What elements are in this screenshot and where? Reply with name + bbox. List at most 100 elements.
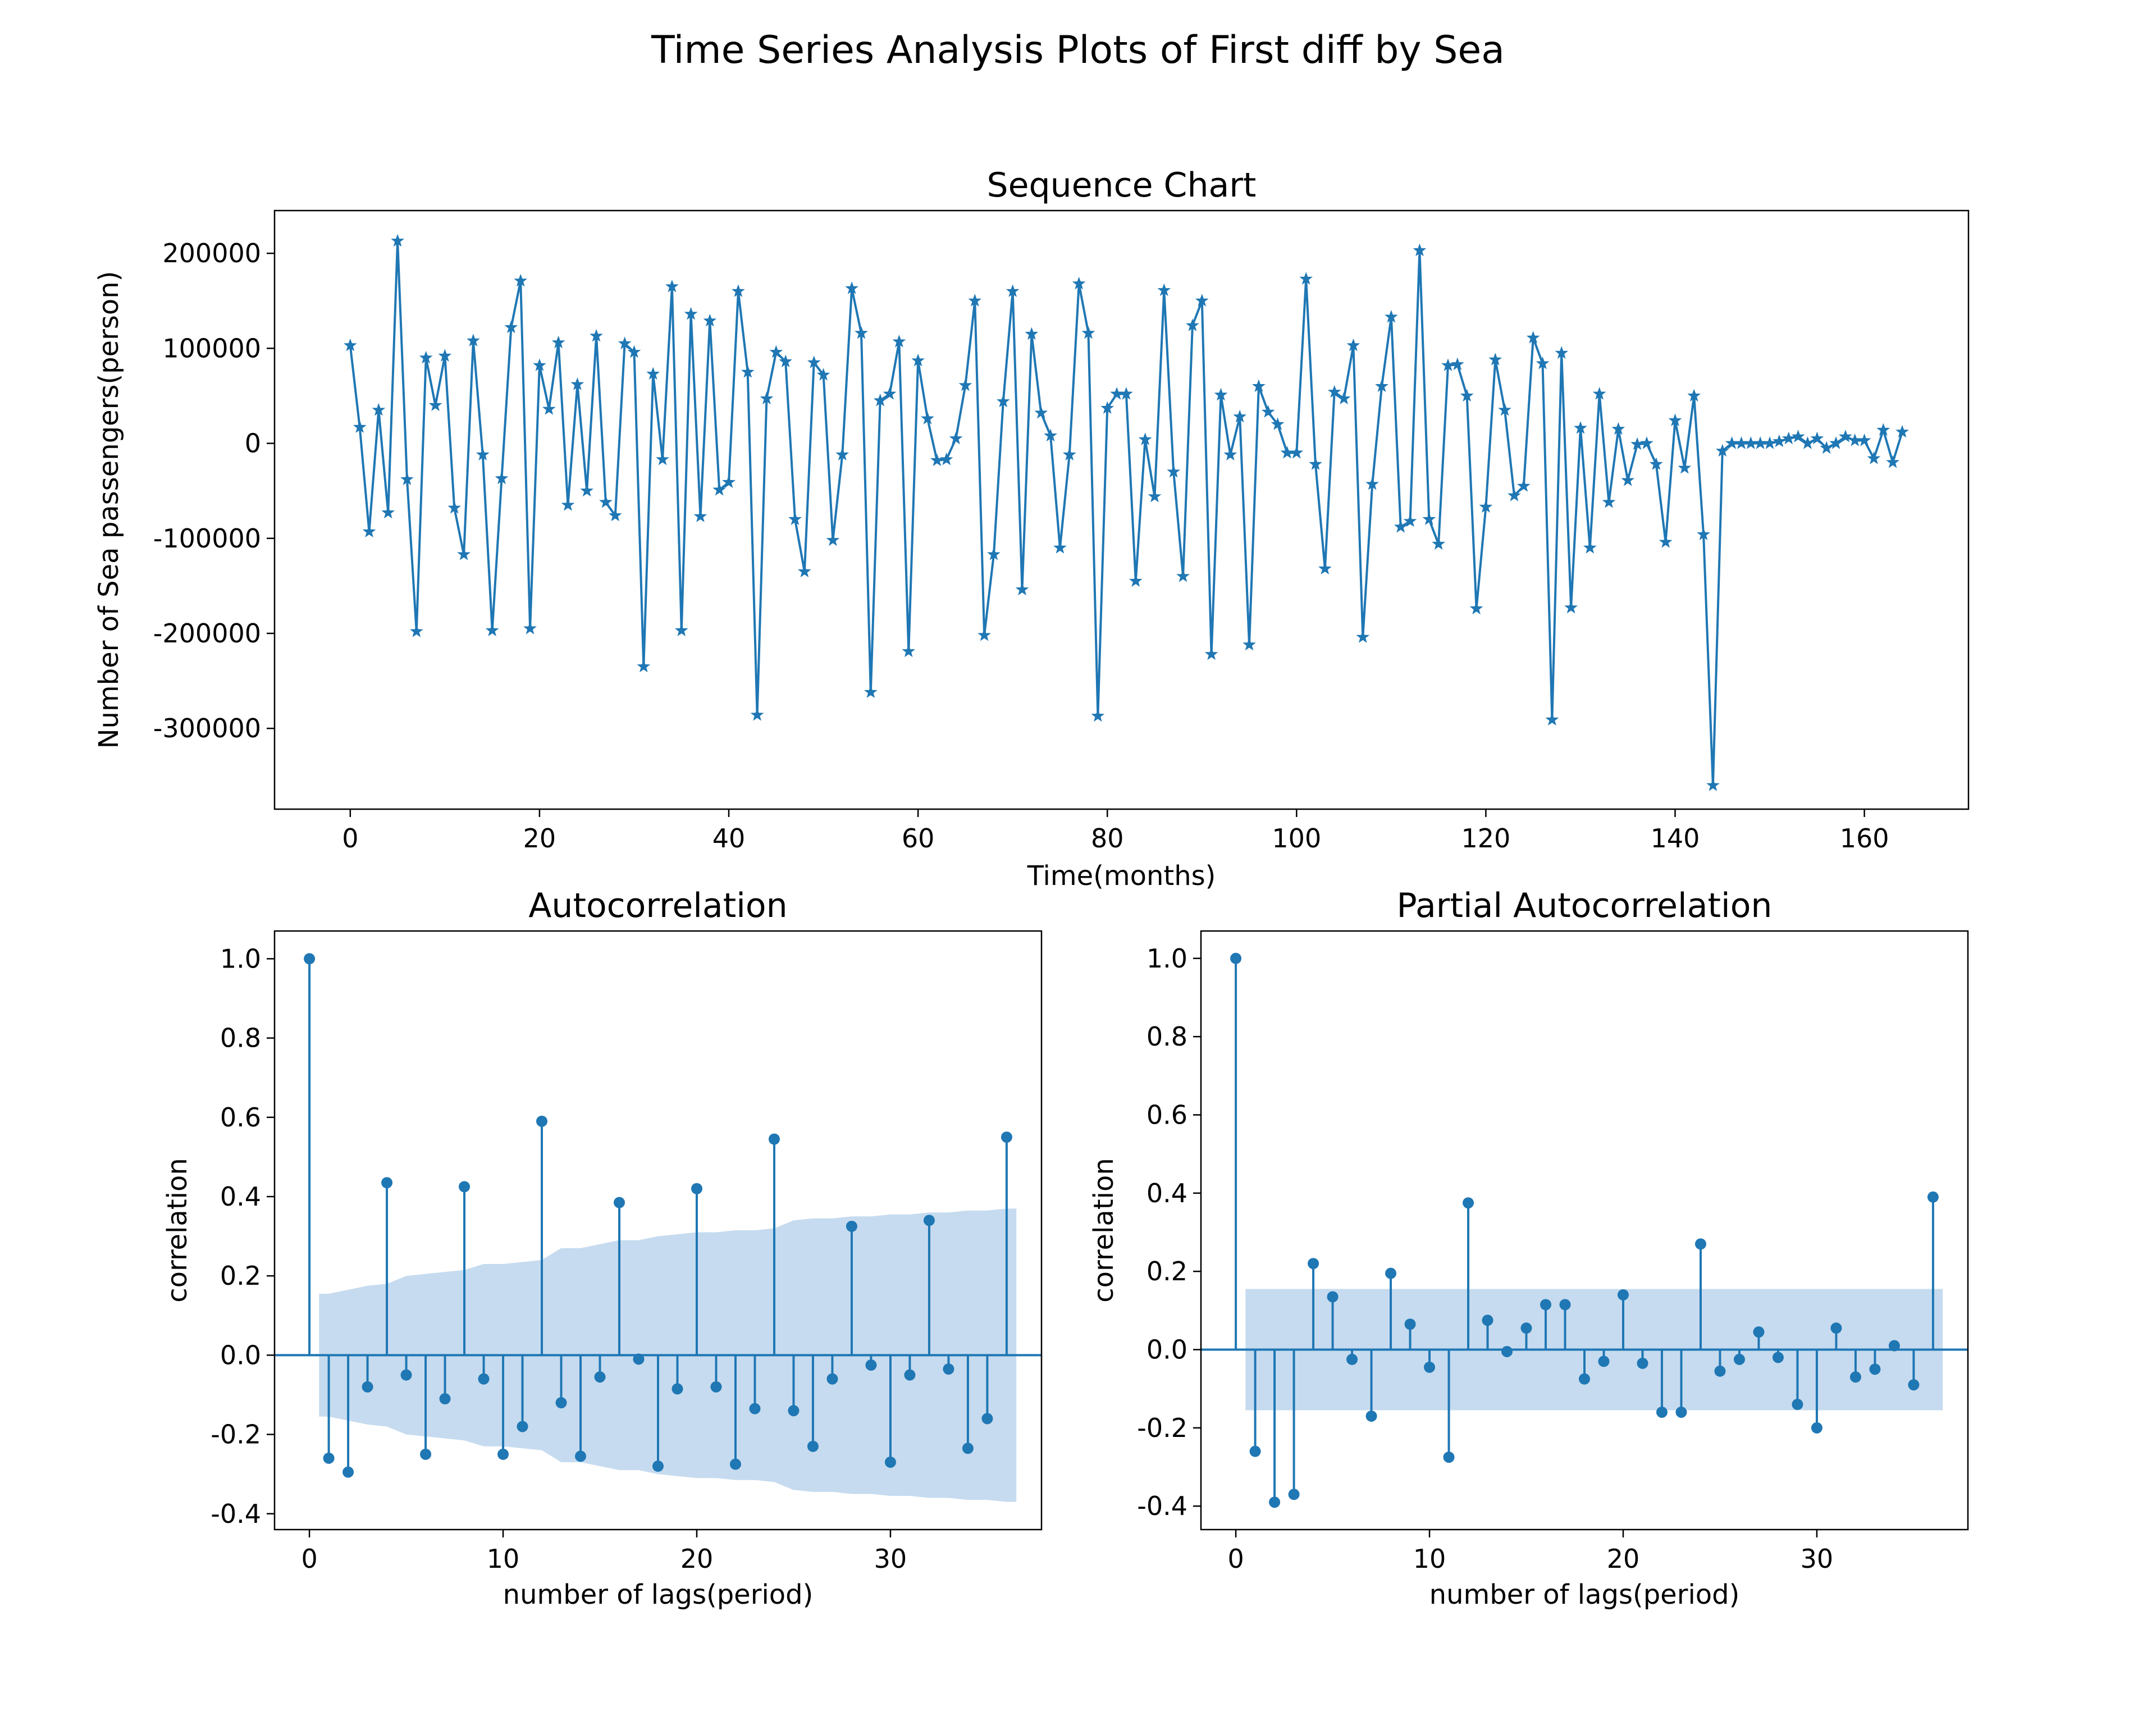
sequence-point-marker <box>1517 479 1531 492</box>
sequence-point-marker <box>911 353 925 367</box>
pacf-stem-marker <box>1540 1299 1552 1311</box>
sequence-chart-frame <box>273 209 1970 810</box>
acf-stem-marker <box>943 1363 954 1375</box>
sequence-chart-series-layer <box>349 240 1903 787</box>
acf-stem-marker <box>536 1115 548 1127</box>
sequence-point-marker <box>731 284 745 297</box>
sequence-point-marker <box>1025 327 1039 340</box>
sequence-point-marker <box>855 326 868 339</box>
sequence-point-marker <box>712 483 726 496</box>
sequence-point-marker <box>873 393 887 407</box>
pacf-stem-marker <box>1694 1238 1706 1250</box>
acf-stem-marker <box>826 1373 838 1385</box>
sequence-point-marker <box>1450 357 1464 371</box>
acf-stem-marker <box>555 1397 567 1409</box>
pacf-stem-marker <box>1365 1410 1377 1422</box>
partial-autocorrelation-y-ticks: 1.0 0.8 0.6 0.4 0.2 0.0 -0.2 -0.4 <box>1137 943 1201 1521</box>
sequence-point-marker <box>1498 403 1512 416</box>
sequence-point-marker <box>1829 436 1843 449</box>
sequence-point-marker <box>618 336 632 349</box>
acf-y-tick-label: 0.2 <box>220 1261 261 1291</box>
acf-stem-marker <box>691 1183 702 1194</box>
sequence-point-marker <box>1290 446 1304 459</box>
sequence-point-marker <box>391 234 405 247</box>
acf-stem-marker <box>381 1177 393 1189</box>
sequence-point-marker <box>457 547 471 560</box>
sequence-point-marker <box>1120 387 1133 400</box>
sequence-chart-marker-layer <box>344 234 1909 791</box>
partial-autocorrelation-x-label: number of lags(period) <box>1429 1579 1740 1610</box>
sequence-point-marker <box>533 358 546 371</box>
sequence-point-marker <box>1706 778 1720 791</box>
acf-stem-marker <box>478 1373 490 1385</box>
acf-stem-marker <box>323 1452 335 1464</box>
sequence-point-marker <box>561 498 575 511</box>
sequence-point-marker <box>1678 461 1692 474</box>
pacf-stem-marker <box>1579 1373 1590 1385</box>
acf-stem-marker <box>517 1421 528 1432</box>
pacf-y-tick-label: -0.2 <box>1137 1413 1187 1443</box>
sequence-x-tick-label: 60 <box>902 823 935 854</box>
acf-stem-marker <box>729 1458 741 1470</box>
sequence-x-tick-label: 20 <box>523 823 556 854</box>
sequence-point-marker <box>1773 434 1786 448</box>
pacf-stem-marker <box>1927 1191 1939 1203</box>
sequence-point-marker <box>807 355 821 368</box>
pacf-stem-marker <box>1617 1289 1629 1300</box>
sequence-point-marker <box>1810 431 1824 445</box>
acf-y-tick-label: 1.0 <box>220 943 261 974</box>
sequence-point-marker <box>1185 318 1199 331</box>
acf-stem-marker <box>575 1450 587 1462</box>
sequence-y-tick-label: -100000 <box>153 523 261 554</box>
sequence-point-marker <box>1876 423 1890 436</box>
pacf-x-tick-label: 0 <box>1227 1544 1244 1574</box>
pacf-stem-marker <box>1424 1361 1436 1373</box>
sequence-point-marker <box>476 448 490 460</box>
pacf-stem-marker <box>1733 1353 1745 1365</box>
sequence-point-marker <box>590 328 603 342</box>
acf-stem-marker <box>904 1369 916 1381</box>
sequence-point-marker <box>447 501 462 514</box>
acf-stem-marker <box>633 1353 645 1365</box>
sequence-point-marker <box>1375 379 1388 393</box>
sequence-point-marker <box>1621 473 1635 486</box>
pacf-stem-marker <box>1520 1322 1532 1334</box>
acf-stem-marker <box>749 1403 761 1414</box>
sequence-point-marker <box>1204 647 1218 660</box>
sequence-point-marker <box>523 622 537 635</box>
pacf-x-tick-label: 20 <box>1607 1544 1640 1574</box>
sequence-point-marker <box>977 628 992 641</box>
sequence-point-marker <box>1309 457 1322 470</box>
pacf-x-tick-label: 30 <box>1801 1544 1834 1574</box>
sequence-point-marker <box>551 335 565 349</box>
sequence-point-marker <box>921 412 934 425</box>
acf-stem-marker <box>497 1448 509 1460</box>
sequence-point-marker <box>1100 401 1114 414</box>
sequence-point-marker <box>1394 520 1408 533</box>
acf-y-tick-label: 0.0 <box>220 1340 261 1370</box>
sequence-x-tick-label: 80 <box>1091 823 1124 854</box>
sequence-point-marker <box>1536 356 1550 369</box>
sequence-point-marker <box>997 394 1010 408</box>
acf-stem-marker <box>594 1371 606 1383</box>
autocorrelation-frame <box>273 930 1043 1531</box>
sequence-point-marker <box>722 475 736 488</box>
sequence-point-marker <box>381 505 395 519</box>
pacf-stem-marker <box>1230 952 1242 964</box>
pacf-stem-marker <box>1888 1340 1900 1352</box>
partial-autocorrelation-frame <box>1200 930 1969 1531</box>
acf-x-tick-label: 10 <box>487 1544 520 1574</box>
sequence-point-marker <box>1251 379 1266 393</box>
sequence-series-line <box>349 240 1903 787</box>
sequence-point-marker <box>1668 413 1682 426</box>
sequence-point-marker <box>1886 455 1900 468</box>
figure-title: Time Series Analysis Plots of First diff… <box>651 28 1505 72</box>
pacf-stem-marker <box>1385 1267 1397 1279</box>
sequence-chart: Sequence Chart 0 20 40 60 80 100 120 140 160 200… <box>93 166 1970 892</box>
sequence-point-marker <box>1299 272 1313 285</box>
acf-stem-marker <box>846 1220 857 1232</box>
sequence-point-marker <box>353 420 367 433</box>
acf-stem-marker <box>788 1405 800 1417</box>
acf-stem-marker <box>342 1466 354 1478</box>
sequence-point-marker <box>1318 562 1332 574</box>
